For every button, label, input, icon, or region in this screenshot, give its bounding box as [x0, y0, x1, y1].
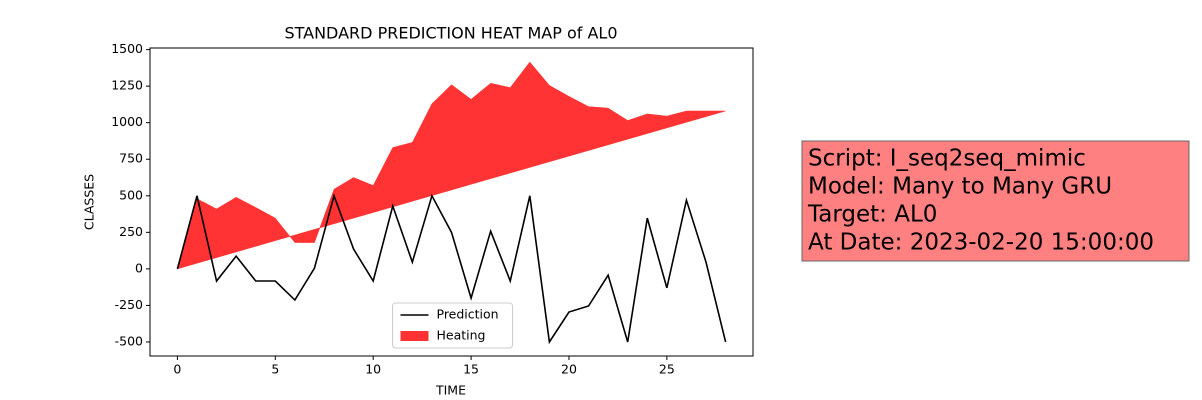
x-axis-label: TIME — [435, 383, 466, 398]
x-tick-label: 20 — [561, 362, 577, 377]
y-tick-label: 250 — [119, 224, 143, 239]
y-tick-label: -500 — [115, 333, 143, 348]
legend-label: Prediction — [437, 307, 499, 322]
y-tick-label: 1250 — [111, 78, 143, 93]
legend-swatch — [400, 331, 429, 341]
y-tick-label: 0 — [135, 260, 143, 275]
y-tick-label: -250 — [115, 297, 143, 312]
annotation-line: Target: AL0 — [807, 202, 937, 228]
x-tick-label: 0 — [173, 362, 181, 377]
y-axis-label: CLASSES — [82, 174, 97, 230]
prediction-line — [176, 193, 727, 345]
annotation-line: At Date: 2023-02-20 15:00:00 — [808, 230, 1154, 256]
chart-title: STANDARD PREDICTION HEAT MAP of AL0 — [284, 24, 617, 43]
y-tick-label: 500 — [119, 187, 143, 202]
y-tick-label: 1500 — [111, 41, 143, 56]
x-tick-label: 15 — [463, 362, 479, 377]
legend-label: Heating — [437, 328, 486, 343]
x-tick-label: 10 — [365, 362, 381, 377]
heating-area — [177, 61, 726, 270]
y-tick-label: 750 — [119, 151, 143, 166]
annotation-line: Script: I_seq2seq_mimic — [808, 146, 1086, 172]
annotation-line: Model: Many to Many GRU — [808, 174, 1112, 200]
x-tick-label: 5 — [271, 362, 279, 377]
y-tick-label: 1000 — [111, 114, 143, 129]
plot-frame — [149, 47, 754, 357]
annotation-box — [801, 140, 1190, 262]
x-tick-label: 25 — [659, 362, 675, 377]
